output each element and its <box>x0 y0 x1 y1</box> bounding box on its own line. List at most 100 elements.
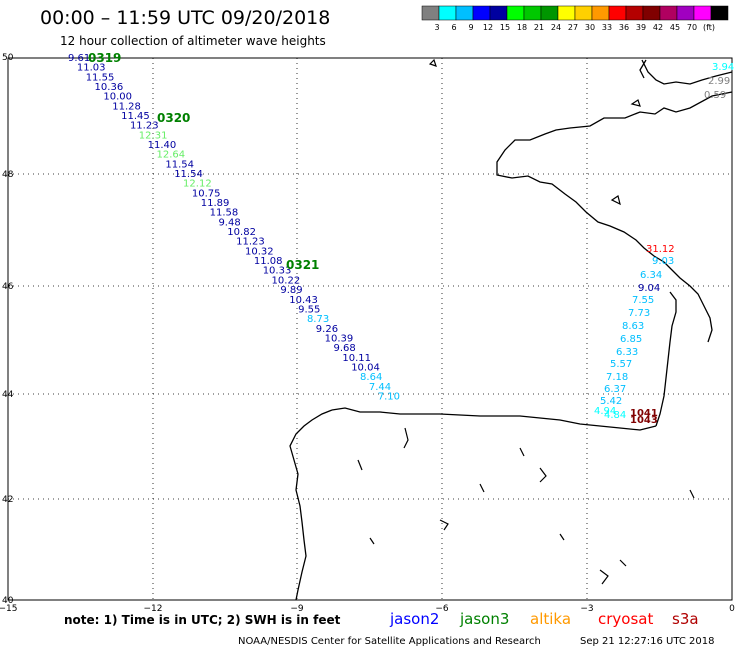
lat-lon-grid: 50 48 46 44 42 40−15 −12 −9 −6 −3 0 <box>0 53 735 614</box>
wave-height-value: 7.44 <box>369 382 391 393</box>
legend-label: 33 <box>602 23 612 32</box>
wave-height-value: 7.18 <box>606 372 628 383</box>
wave-height-value: 10.82 <box>227 227 256 238</box>
wave-height-value: 11.23 <box>236 237 265 248</box>
wave-height-value: 11.54 <box>165 159 194 170</box>
legend-label: 45 <box>670 23 680 32</box>
sat-altika: altika <box>530 610 571 628</box>
legend-label: 9 <box>468 23 473 32</box>
wave-height-value: 11.58 <box>210 208 239 219</box>
wave-height-value: 12.12 <box>183 179 212 190</box>
legend-swatch <box>642 5 661 21</box>
legend-swatch <box>523 5 542 21</box>
legend-swatch <box>659 5 678 21</box>
wave-height-value: 7.10 <box>378 391 400 402</box>
wave-height-value: 10.75 <box>192 188 221 199</box>
legend-label: 27 <box>568 23 578 32</box>
wave-height-value: 11.54 <box>174 169 203 180</box>
wave-height-value: 5.42 <box>600 396 622 407</box>
wave-height-value: 9.61 <box>68 53 90 64</box>
wave-height-value: 5.57 <box>610 359 632 370</box>
wave-height-value: 12.31 <box>139 130 168 141</box>
chart-title: 00:00 – 11:59 UTC 09/20/2018 <box>40 7 330 29</box>
wave-height-value: 9.03 <box>652 256 674 267</box>
sat-cryosat: cryosat <box>598 610 653 628</box>
lon-label: −15 <box>0 604 18 614</box>
legend-swatch <box>557 5 576 21</box>
legend-label: 15 <box>500 23 510 32</box>
lat-label: 44 <box>2 390 14 400</box>
track-west-values: 9.6111.0311.5510.3610.0011.2811.4511.231… <box>68 53 400 402</box>
footer-note: note: 1) Time is in UTC; 2) SWH is in fe… <box>64 613 341 627</box>
wave-height-value: 11.03 <box>77 63 106 74</box>
wave-height-value: 9.04 <box>638 283 660 294</box>
wave-height-value: 0.59 <box>704 90 726 101</box>
legend-label: 30 <box>585 23 595 32</box>
legend-swatch <box>540 5 559 21</box>
wave-height-value: 11.08 <box>254 256 283 267</box>
legend-swatch <box>455 5 474 21</box>
wave-height-value: 1043 <box>630 415 658 426</box>
wave-height-value: 9.68 <box>334 343 356 354</box>
wave-height-value: 10.39 <box>325 333 354 344</box>
legend-swatch <box>472 5 491 21</box>
wave-height-value: 7.55 <box>632 295 654 306</box>
wave-height-value: 11.45 <box>121 111 150 122</box>
lon-label: −6 <box>435 604 449 614</box>
legend-swatch <box>608 5 627 21</box>
legend-label: 3 <box>434 23 439 32</box>
lat-label: 40 <box>2 596 14 606</box>
legend-swatch <box>676 5 695 21</box>
wave-height-value: 6.85 <box>620 334 642 345</box>
wave-height-value: 11.28 <box>112 101 141 112</box>
wave-height-value: 10.22 <box>272 275 301 286</box>
pass-label-0320: 0320 <box>157 111 190 125</box>
legend-swatch <box>574 5 593 21</box>
sat-jason2: jason2 <box>389 610 439 628</box>
wave-height-value: 8.73 <box>307 314 329 325</box>
pass-label-0319: 0319 <box>88 51 121 65</box>
track-east-values: 31.129.03 6.34 9.047.55 7.73 8.63 6.85 6.335.5… <box>594 244 675 426</box>
wave-height-value: 1041 <box>630 408 658 419</box>
legend-swatch <box>506 5 525 21</box>
legend-label: (ft) <box>703 23 715 32</box>
coastline <box>289 59 733 601</box>
lat-label: 50 <box>2 53 14 63</box>
lat-label: 42 <box>2 495 13 505</box>
footer-timestamp: Sep 21 12:27:16 UTC 2018 <box>580 636 714 647</box>
footer-credit: NOAA/NESDIS Center for Satellite Applica… <box>238 636 541 647</box>
lon-label: 0 <box>729 604 735 614</box>
wave-height-value: 12.64 <box>157 150 186 161</box>
legend-swatch <box>693 5 712 21</box>
wave-height-value: 11.40 <box>148 140 177 151</box>
legend-swatch <box>625 5 644 21</box>
legend-label: 6 <box>451 23 456 32</box>
wave-height-value: 10.33 <box>263 266 292 277</box>
wave-height-value: 6.34 <box>640 270 662 281</box>
lon-label: −9 <box>290 604 304 614</box>
lon-label: −3 <box>580 604 593 614</box>
legend-label: 42 <box>653 23 663 32</box>
wave-height-value: 9.55 <box>298 304 320 315</box>
inland-features <box>357 58 695 585</box>
wave-height-value: 10.32 <box>245 246 274 257</box>
pass-label-0321: 0321 <box>286 258 319 272</box>
wave-height-value: 10.04 <box>351 362 380 373</box>
legend-label: 18 <box>517 23 527 32</box>
legend-label: 12 <box>483 23 493 32</box>
legend-swatch <box>591 5 610 21</box>
map-frame <box>7 57 733 601</box>
legend-label: 39 <box>636 23 646 32</box>
uk-values: 3.94 2.99 0.59 <box>704 62 734 101</box>
wave-height-value: 8.64 <box>360 372 382 383</box>
lat-label: 48 <box>2 170 14 180</box>
wave-height-value: 11.55 <box>86 72 115 83</box>
wave-height-value: 11.23 <box>130 121 159 132</box>
wave-height-value: 11.89 <box>201 198 230 209</box>
wave-height-value: 10.43 <box>289 295 318 306</box>
legend-swatch <box>438 5 457 21</box>
chart-subtitle: 12 hour collection of altimeter wave hei… <box>60 34 326 48</box>
wave-height-value: 8.63 <box>622 321 644 332</box>
wave-height-value: 4.84 <box>604 410 626 421</box>
